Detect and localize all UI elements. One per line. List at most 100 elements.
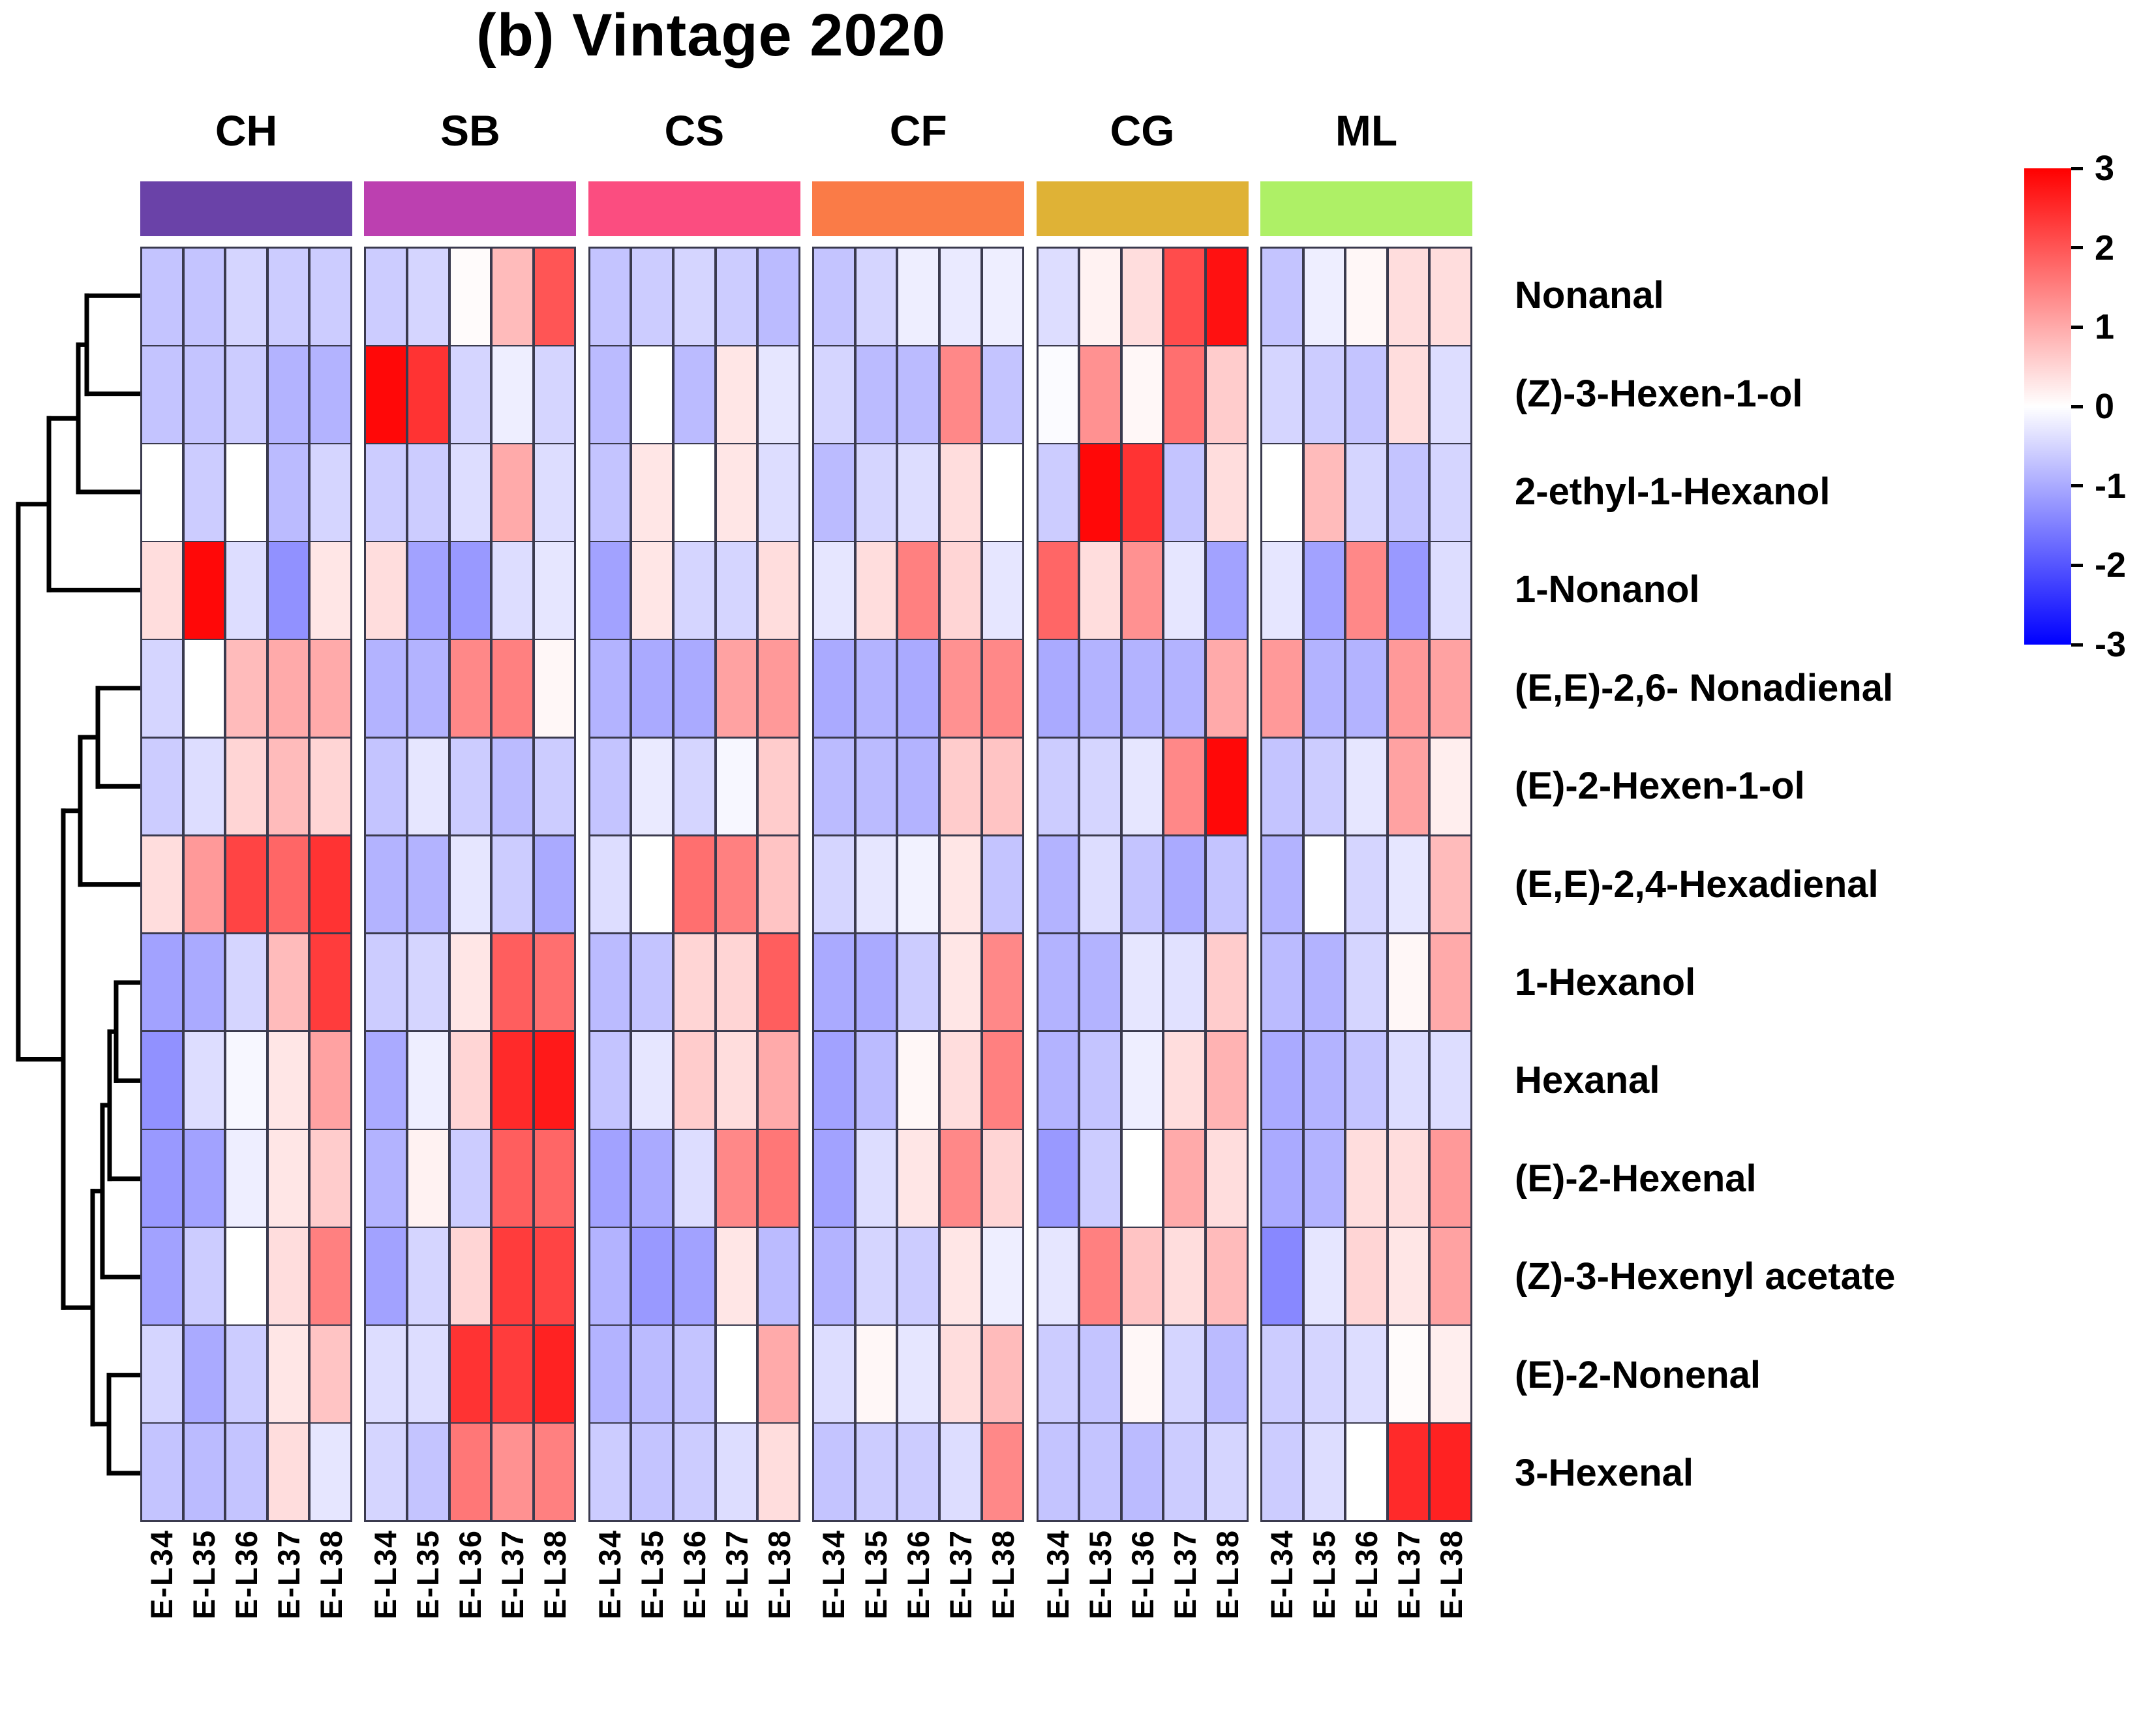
heatmap-cell xyxy=(142,738,182,835)
heatmap-cell xyxy=(1388,640,1429,737)
heatmap-cell xyxy=(226,640,266,737)
heatmap-cell xyxy=(1080,346,1120,443)
heatmap-cell xyxy=(759,1130,798,1227)
heatmap-cell xyxy=(759,444,798,541)
heatmap-cell xyxy=(184,444,224,541)
heatmap-cell xyxy=(898,1228,938,1324)
heatmap-cell xyxy=(940,249,980,345)
heatmap-cell xyxy=(940,444,980,541)
heatmap-cell xyxy=(268,1032,309,1129)
heatmap-cell xyxy=(716,738,757,835)
heatmap-cell xyxy=(982,640,1023,737)
heatmap-cell xyxy=(1206,836,1247,933)
heatmap-cell xyxy=(674,1032,714,1129)
heatmap-cell xyxy=(450,346,491,443)
heatmap-cell xyxy=(856,542,896,639)
heatmap-cell xyxy=(311,1326,350,1422)
heatmap-cell xyxy=(674,346,714,443)
heatmap-cell xyxy=(1346,934,1386,1031)
heatmap-cell xyxy=(1080,1130,1120,1227)
heatmap-cell xyxy=(534,346,575,443)
column-label: E-L38 xyxy=(538,1529,573,1619)
heatmap-cell xyxy=(1206,249,1247,345)
heatmap-cell xyxy=(450,542,491,639)
colorbar-tick-label: 2 xyxy=(2095,228,2115,268)
heatmap-cell xyxy=(716,836,757,933)
heatmap-cell xyxy=(142,1228,182,1324)
heatmap-cell xyxy=(716,1228,757,1324)
heatmap-cell xyxy=(1262,1032,1302,1129)
row-label: (E,E)-2,6- Nonadienal xyxy=(1515,666,1894,709)
heatmap-cell xyxy=(940,1228,980,1324)
heatmap-cell xyxy=(1431,934,1470,1031)
heatmap-cell xyxy=(450,1228,491,1324)
heatmap-cell xyxy=(674,934,714,1031)
heatmap-cell xyxy=(716,249,757,345)
heatmap-cell xyxy=(534,934,575,1031)
colorbar-tick-label: 1 xyxy=(2095,307,2115,347)
column-label: E-L38 xyxy=(314,1529,348,1619)
heatmap-cell xyxy=(814,640,854,737)
heatmap-cell xyxy=(1122,1424,1162,1520)
heatmap-cell xyxy=(366,542,406,639)
colorbar-tick xyxy=(2071,484,2083,488)
heatmap-cell xyxy=(898,738,938,835)
heatmap-cell xyxy=(268,444,309,541)
heatmap-cell xyxy=(759,1326,798,1422)
heatmap-cell xyxy=(1164,249,1204,345)
colorbar-tick xyxy=(2071,643,2083,647)
heatmap-cell xyxy=(674,836,714,933)
heatmap-cell xyxy=(142,249,182,345)
heatmap-cell xyxy=(982,934,1023,1031)
column-label: E-L34 xyxy=(1264,1529,1299,1619)
heatmap-cell xyxy=(226,934,266,1031)
heatmap-cell xyxy=(226,444,266,541)
heatmap-cell xyxy=(1262,934,1302,1031)
heatmap-cell xyxy=(632,1130,672,1227)
row-label: 1-Hexanol xyxy=(1515,961,1696,1003)
heatmap-cell xyxy=(1431,542,1470,639)
heatmap-cell xyxy=(898,1130,938,1227)
heatmap-cell xyxy=(184,249,224,345)
heatmap-cell xyxy=(184,738,224,835)
heatmap-cell xyxy=(1164,346,1204,443)
heatmap-cell xyxy=(759,542,798,639)
heatmap-cell xyxy=(534,1228,575,1324)
heatmap-cell xyxy=(226,1424,266,1520)
heatmap-cell xyxy=(898,1032,938,1129)
heatmap-cell xyxy=(982,249,1023,345)
row-label: Nonanal xyxy=(1515,274,1664,317)
heatmap-cell xyxy=(1164,444,1204,541)
heatmap-cell xyxy=(674,1424,714,1520)
heatmap-cell xyxy=(814,542,854,639)
heatmap-cell xyxy=(268,738,309,835)
heatmap-cell xyxy=(450,738,491,835)
heatmap-cell xyxy=(1262,542,1302,639)
heatmap-cell xyxy=(1206,1228,1247,1324)
heatmap-cell xyxy=(716,934,757,1031)
row-label: (E)-2-Hexen-1-ol xyxy=(1515,765,1805,808)
heatmap-cell xyxy=(1038,836,1078,933)
heatmap-cell xyxy=(1206,1326,1247,1422)
heatmap-cell xyxy=(534,1326,575,1422)
heatmap-cell xyxy=(716,1032,757,1129)
colorbar-tick xyxy=(2071,405,2083,408)
heatmap-cell xyxy=(450,1326,491,1422)
column-label: E-L35 xyxy=(1307,1529,1341,1619)
heatmap-cell xyxy=(632,249,672,345)
column-label: E-L35 xyxy=(410,1529,446,1619)
heatmap-cell xyxy=(940,934,980,1031)
heatmap-cell xyxy=(1346,444,1386,541)
heatmap-block-CS xyxy=(588,247,800,1522)
heatmap-cell xyxy=(1038,1130,1078,1227)
heatmap-cell xyxy=(1388,1424,1429,1520)
heatmap-cell xyxy=(493,836,532,933)
heatmap-cell xyxy=(856,249,896,345)
heatmap-cell xyxy=(311,542,350,639)
heatmap-cell xyxy=(856,1130,896,1227)
heatmap-cell xyxy=(1388,249,1429,345)
heatmap-cell xyxy=(1431,738,1470,835)
heatmap-cell xyxy=(534,640,575,737)
row-label: 3-Hexenal xyxy=(1515,1452,1694,1494)
heatmap-cell xyxy=(674,1326,714,1422)
